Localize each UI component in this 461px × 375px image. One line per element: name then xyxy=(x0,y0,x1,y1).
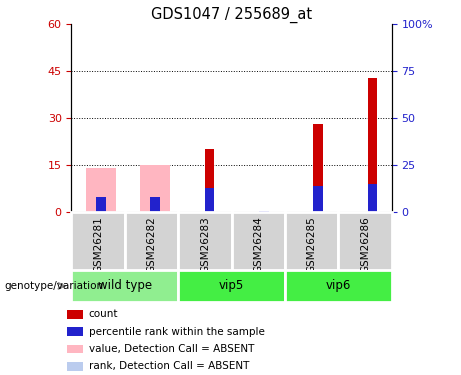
Text: rank, Detection Call = ABSENT: rank, Detection Call = ABSENT xyxy=(89,362,249,371)
Bar xyxy=(67,345,83,353)
Bar xyxy=(71,270,178,302)
Bar xyxy=(338,212,392,270)
Text: GSM26283: GSM26283 xyxy=(200,216,210,273)
Bar xyxy=(285,270,392,302)
Bar xyxy=(86,168,116,212)
Bar xyxy=(140,165,170,212)
Text: percentile rank within the sample: percentile rank within the sample xyxy=(89,327,265,337)
Bar xyxy=(313,186,323,212)
Text: GSM26284: GSM26284 xyxy=(254,216,263,273)
Text: genotype/variation: genotype/variation xyxy=(5,281,104,291)
Text: vip5: vip5 xyxy=(219,279,244,292)
Bar xyxy=(367,78,377,212)
Bar xyxy=(67,327,83,336)
Bar xyxy=(205,188,214,212)
Text: GSM26285: GSM26285 xyxy=(307,216,317,273)
Text: vip6: vip6 xyxy=(326,279,351,292)
Title: GDS1047 / 255689_at: GDS1047 / 255689_at xyxy=(151,7,312,23)
Bar xyxy=(96,197,106,212)
Text: wild type: wild type xyxy=(98,279,152,292)
Text: GSM26281: GSM26281 xyxy=(93,216,103,273)
Text: value, Detection Call = ABSENT: value, Detection Call = ABSENT xyxy=(89,344,254,354)
Bar xyxy=(178,270,285,302)
Bar xyxy=(259,211,269,212)
Bar xyxy=(71,212,125,270)
Text: count: count xyxy=(89,309,118,319)
Bar xyxy=(285,212,338,270)
Bar xyxy=(367,184,377,212)
Bar xyxy=(231,212,285,270)
Text: GSM26286: GSM26286 xyxy=(360,216,370,273)
Bar xyxy=(150,197,160,212)
Bar xyxy=(205,149,214,212)
Bar xyxy=(313,124,323,212)
Bar xyxy=(178,212,231,270)
Text: GSM26282: GSM26282 xyxy=(147,216,157,273)
Bar xyxy=(125,212,178,270)
Bar xyxy=(67,362,83,370)
Bar xyxy=(67,310,83,319)
